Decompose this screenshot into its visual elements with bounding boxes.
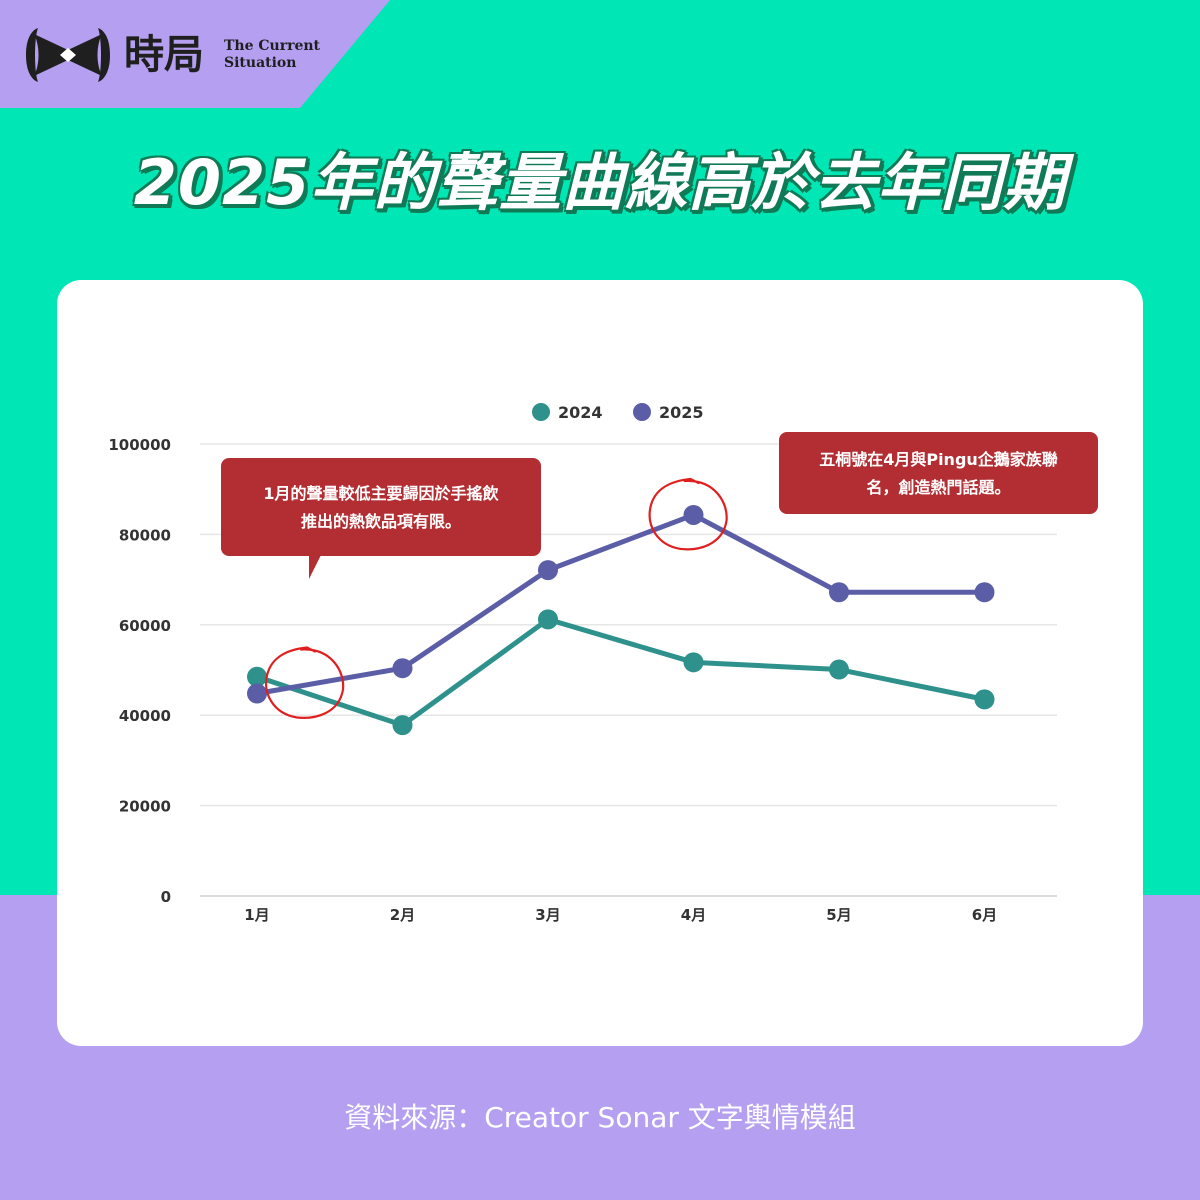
data-point-2024-4月 (683, 652, 704, 673)
data-point-2024-5月 (829, 659, 849, 680)
x-tick-label: 4月 (681, 906, 706, 924)
line-chart: 0 20000 40000 60000 80000 100000 1月 2月 3月 4月 5月 6月… (108, 403, 1057, 924)
headline: 2025年的聲量曲線高於去年同期 (133, 146, 1067, 219)
data-point-2025-4月 (683, 504, 704, 525)
callout-april-line2: 名，創造熱門話題。 (866, 478, 1011, 497)
brand-name-en-line2: Situation (224, 55, 297, 71)
legend: 2024 2025 (532, 403, 704, 422)
y-tick-label: 40000 (119, 707, 171, 725)
series-line-2025 (254, 512, 987, 697)
y-tick-label: 80000 (119, 526, 171, 544)
series-line-2024 (254, 616, 987, 728)
callout-january-tail (309, 555, 321, 579)
y-tick-label: 0 (161, 888, 171, 906)
brand-name-zh: 時局 (124, 31, 204, 78)
data-point-2025-5月 (829, 582, 849, 603)
highlight-circle-1月 (265, 646, 345, 719)
chart-card: 0 20000 40000 60000 80000 100000 1月 2月 3月 4月 5月 6月… (57, 280, 1143, 1046)
brand-name-en: The Current Situation (224, 38, 320, 72)
data-point-2025-6月 (974, 582, 995, 603)
legend-marker (633, 403, 651, 421)
callout-january-line1: 1月的聲量較低主要歸因於手搖飲 (263, 484, 499, 503)
callout-april: 五桐號在4月與Pingu企鵝家族聯 名，創造熱門話題。 (779, 432, 1098, 514)
x-tick-label: 3月 (535, 906, 560, 924)
bowtie-mark-icon (26, 28, 110, 82)
logo-tab (0, 0, 390, 108)
y-tick-label: 60000 (119, 617, 171, 635)
x-axis-ticks: 1月 2月 3月 4月 5月 6月 (244, 906, 997, 924)
y-tick-label: 100000 (108, 436, 171, 454)
data-point-2024-2月 (392, 715, 413, 736)
highlight-circles (265, 477, 728, 719)
data-point-2024-3月 (538, 609, 558, 630)
brand-name-en-line1: The Current (224, 38, 321, 54)
x-tick-label: 6月 (972, 906, 997, 924)
data-point-2025-1月 (247, 683, 267, 704)
highlight-circle-4月 (648, 477, 728, 551)
x-tick-label: 2月 (390, 906, 415, 924)
data-point-2025-2月 (392, 658, 413, 679)
data-point-2024-1月 (247, 666, 267, 687)
x-tick-label: 1月 (244, 906, 269, 924)
y-tick-label: 20000 (119, 798, 171, 816)
x-tick-label: 5月 (826, 906, 851, 924)
callout-january: 1月的聲量較低主要歸因於手搖飲 推出的熱飲品項有限。 (221, 458, 541, 556)
data-point-2025-3月 (538, 560, 558, 581)
legend-label: 2025 (659, 403, 704, 422)
y-axis-ticks: 0 20000 40000 60000 80000 100000 (108, 436, 171, 906)
source-note: 資料來源：Creator Sonar 文字輿情模組 (344, 1101, 856, 1134)
callout-april-line1: 五桐號在4月與Pingu企鵝家族聯 (819, 450, 1058, 469)
legend-label: 2024 (558, 403, 603, 422)
data-point-2024-6月 (974, 689, 995, 710)
series (247, 504, 995, 736)
legend-marker (532, 403, 550, 421)
callout-january-line2: 推出的熱飲品項有限。 (300, 512, 461, 531)
